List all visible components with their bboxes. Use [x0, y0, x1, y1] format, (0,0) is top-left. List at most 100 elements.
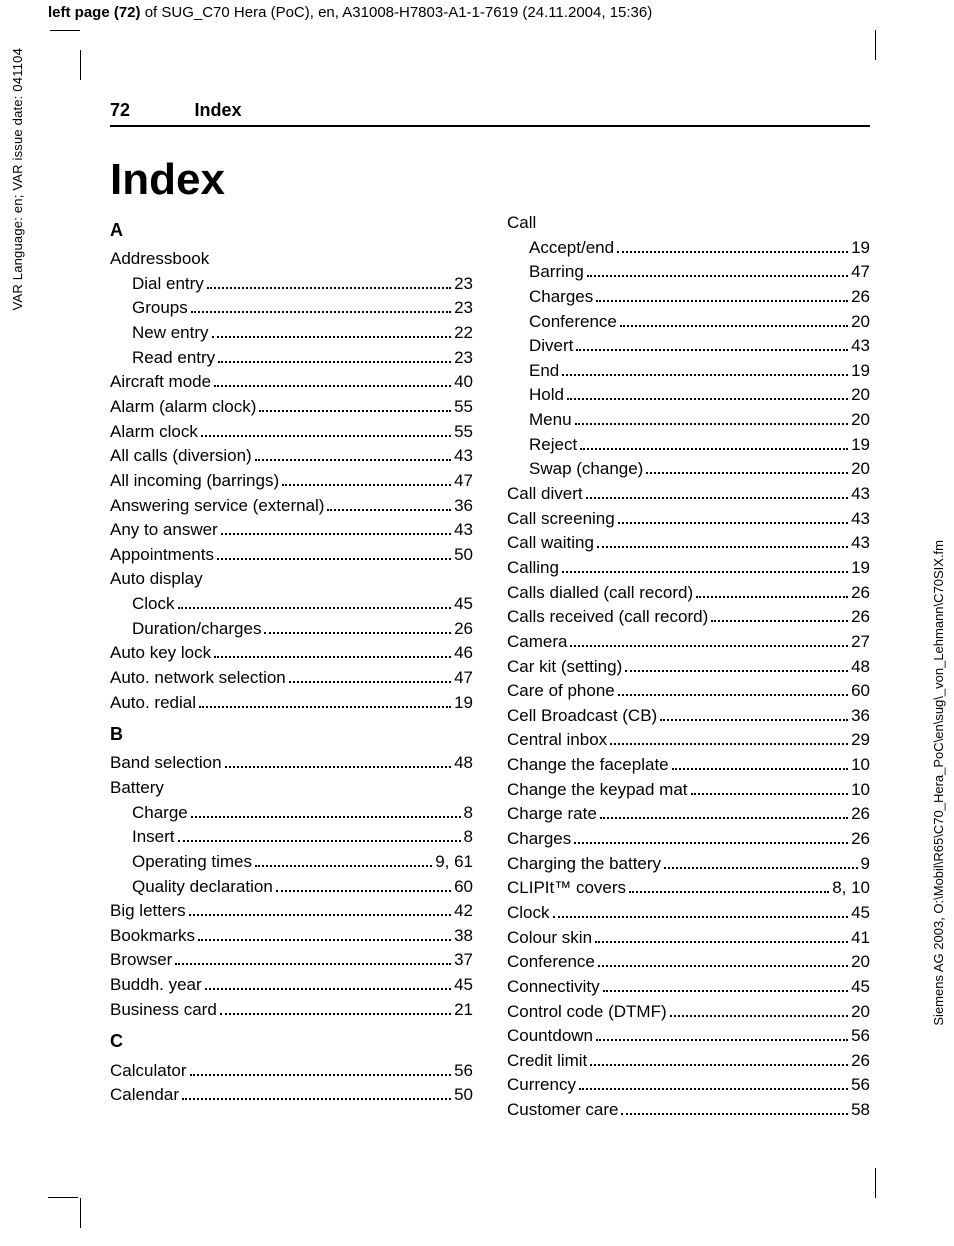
index-subentry: Charges26: [507, 285, 870, 310]
index-subentry: Operating times9, 61: [110, 850, 473, 875]
index-entry: Camera27: [507, 630, 870, 655]
leader-dots: [672, 757, 848, 771]
index-entry-label: Any to answer: [110, 518, 218, 543]
index-entry-label: Calls received (call record): [507, 605, 708, 630]
index-entry-label: Car kit (setting): [507, 655, 622, 680]
index-entry-page: 10: [851, 778, 870, 803]
index-entry-page: 26: [851, 1049, 870, 1074]
leader-dots: [590, 1052, 848, 1066]
index-heading: Auto display: [110, 567, 473, 592]
index-entry-label: New entry: [132, 321, 209, 346]
index-heading-label: Battery: [110, 776, 164, 801]
index-entry: Car kit (setting) 48: [507, 655, 870, 680]
page-body: 72 Index Index AAddressbookDial entry23G…: [110, 100, 870, 1123]
index-entry: Call screening43: [507, 507, 870, 532]
index-entry-label: Divert: [529, 334, 573, 359]
index-entry-page: 20: [851, 457, 870, 482]
leader-dots: [603, 978, 848, 992]
index-entry-label: Bookmarks: [110, 924, 195, 949]
index-subentry: Dial entry23: [110, 272, 473, 297]
leader-dots: [629, 880, 829, 894]
index-entry-page: 50: [454, 1083, 473, 1108]
index-entry-label: Aircraft mode: [110, 370, 211, 395]
index-entry-page: 20: [851, 1000, 870, 1025]
index-entry-label: Central inbox: [507, 728, 607, 753]
leader-dots: [255, 448, 451, 462]
index-entry: Credit limit26: [507, 1049, 870, 1074]
leader-dots: [696, 584, 848, 598]
index-subentry: Duration/charges26: [110, 617, 473, 642]
index-entry-label: Operating times: [132, 850, 252, 875]
index-entry-page: 23: [454, 346, 473, 371]
index-entry: Conference20: [507, 950, 870, 975]
index-entry-page: 27: [851, 630, 870, 655]
index-entry-label: Reject: [529, 433, 577, 458]
leader-dots: [586, 485, 848, 499]
index-entry-page: 43: [454, 444, 473, 469]
index-entry-label: Charges: [529, 285, 593, 310]
leader-dots: [646, 461, 848, 475]
index-entry-label: Clock: [507, 901, 550, 926]
index-entry-label: Charge: [132, 801, 188, 826]
index-entry-page: 20: [851, 950, 870, 975]
index-heading: Call: [507, 211, 870, 236]
index-entry-label: Browser: [110, 948, 172, 973]
leader-dots: [221, 522, 451, 536]
index-subentry: Menu20: [507, 408, 870, 433]
leader-dots: [618, 683, 848, 697]
index-entry: Charging the battery9: [507, 852, 870, 877]
index-entry-page: 26: [454, 617, 473, 642]
leader-dots: [175, 952, 451, 966]
leader-dots: [596, 1028, 848, 1042]
index-entry-label: Read entry: [132, 346, 215, 371]
top-meta-bold: left page (72): [48, 4, 141, 21]
leader-dots: [212, 324, 452, 338]
leader-dots: [553, 904, 849, 918]
index-entry-page: 43: [851, 531, 870, 556]
index-subentry: Accept/end19: [507, 236, 870, 261]
index-entry-label: All calls (diversion): [110, 444, 252, 469]
index-entry: Calculator56: [110, 1059, 473, 1084]
index-entry-label: Auto. network selection: [110, 666, 286, 691]
index-entry-label: Calling: [507, 556, 559, 581]
index-entry-page: 40: [454, 370, 473, 395]
leader-dots: [182, 1087, 451, 1101]
leader-dots: [580, 436, 848, 450]
index-entry-label: Care of phone: [507, 679, 615, 704]
left-side-meta: VAR Language: en; VAR issue date: 041104: [10, 48, 25, 310]
index-entry: Big letters42: [110, 899, 473, 924]
leader-dots: [214, 645, 451, 659]
index-heading-label: Addressbook: [110, 247, 209, 272]
index-entry: Auto. redial19: [110, 691, 473, 716]
index-entry-page: 23: [454, 272, 473, 297]
index-entry-label: Auto key lock: [110, 641, 211, 666]
index-entry-page: 48: [851, 655, 870, 680]
leader-dots: [575, 412, 849, 426]
index-subentry: Quality declaration60: [110, 875, 473, 900]
index-entry: Currency56: [507, 1073, 870, 1098]
index-entry-page: 36: [454, 494, 473, 519]
index-entry-page: 47: [454, 469, 473, 494]
crop-mark: [50, 30, 80, 31]
index-entry: Charge rate26: [507, 802, 870, 827]
leader-dots: [579, 1077, 848, 1091]
leader-dots: [595, 929, 848, 943]
leader-dots: [207, 275, 451, 289]
index-entry: Customer care58: [507, 1098, 870, 1123]
index-entry-page: 56: [851, 1024, 870, 1049]
index-entry-label: Buddh. year: [110, 973, 202, 998]
index-entry: Clock45: [507, 901, 870, 926]
index-entry: Appointments50: [110, 543, 473, 568]
index-entry-page: 43: [851, 482, 870, 507]
leader-dots: [597, 535, 848, 549]
index-entry: Control code (DTMF)20: [507, 1000, 870, 1025]
index-entry-label: Big letters: [110, 899, 186, 924]
leader-dots: [282, 472, 451, 486]
index-entry-page: 55: [454, 395, 473, 420]
index-entry-label: Charges: [507, 827, 571, 852]
leader-dots: [570, 633, 848, 647]
leader-dots: [664, 855, 857, 869]
index-entry: Band selection48: [110, 751, 473, 776]
leader-dots: [178, 595, 452, 609]
index-entry-label: Conference: [529, 310, 617, 335]
